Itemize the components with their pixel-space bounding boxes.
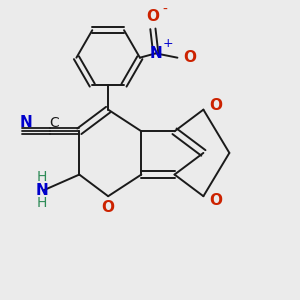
Text: O: O	[209, 98, 222, 113]
Text: +: +	[163, 37, 173, 50]
Text: N: N	[149, 46, 162, 61]
Text: C: C	[49, 116, 59, 130]
Text: -: -	[163, 3, 167, 17]
Text: O: O	[146, 9, 159, 24]
Text: H: H	[37, 170, 47, 184]
Text: O: O	[102, 200, 115, 215]
Text: N: N	[20, 115, 32, 130]
Text: O: O	[183, 50, 196, 65]
Text: O: O	[209, 193, 222, 208]
Text: N: N	[35, 183, 48, 198]
Text: H: H	[37, 196, 47, 210]
